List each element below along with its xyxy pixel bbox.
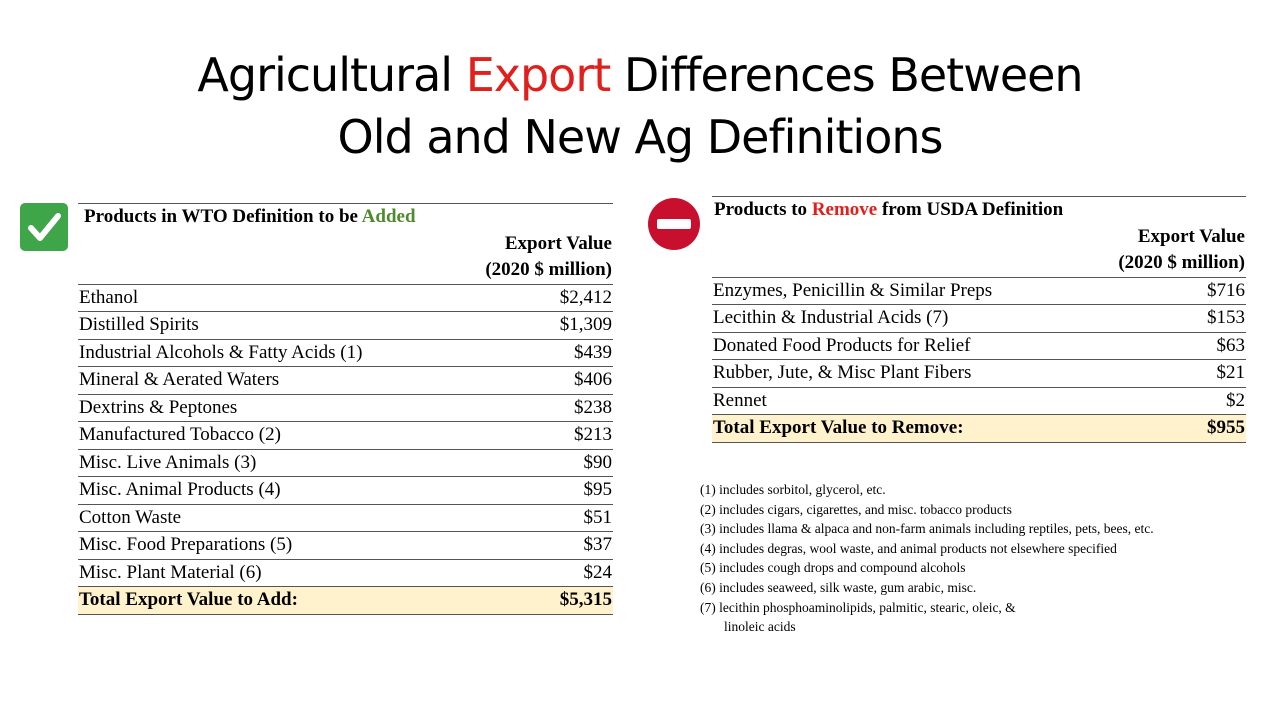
table-row: Ethanol $2,412 xyxy=(78,283,613,312)
no-entry-icon xyxy=(648,198,700,250)
checkmark-glyph xyxy=(28,213,61,241)
product-name: Misc. Plant Material (6) xyxy=(78,558,447,587)
column-header: Export Value xyxy=(1137,225,1245,247)
export-value: $90 xyxy=(446,448,613,477)
column-header-unit: (2020 $ million) xyxy=(485,259,612,281)
footnote: (2) includes cigars, cigarettes, and mis… xyxy=(700,501,1012,517)
table-row: Manufactured Tobacco (2) $213 xyxy=(78,421,613,449)
export-value: $238 xyxy=(446,393,613,422)
table-row: Misc. Food Preparations (5) $37 xyxy=(78,531,613,559)
footnote-continuation: linoleic acids xyxy=(724,619,796,635)
table-row: Donated Food Products for Relief $63 xyxy=(712,331,1246,360)
table-row: Misc. Animal Products (4) $95 xyxy=(78,476,613,504)
product-name: Distilled Spirits xyxy=(78,311,447,339)
table-row: Lecithin & Industrial Acids (7) $153 xyxy=(712,304,1246,332)
total-value: $955 xyxy=(1078,414,1246,443)
column-header: Export Value xyxy=(504,232,612,254)
footnote: (7) lecithin phosphoaminolipids, palmiti… xyxy=(700,599,1016,615)
checkmark-icon xyxy=(20,203,68,251)
product-name: Mineral & Aerated Waters xyxy=(78,366,447,394)
export-value: $21 xyxy=(1078,359,1246,387)
export-value: $716 xyxy=(1078,276,1246,305)
table-row: Rennet $2 xyxy=(712,386,1246,415)
footnote: (3) includes llama & alpaca and non-farm… xyxy=(700,521,1154,537)
total-label: Total Export Value to Add: xyxy=(78,586,447,615)
footnote: (4) includes degras, wool waste, and ani… xyxy=(700,540,1117,556)
footnotes: (1) includes sorbitol, glycerol, etc. (2)… xyxy=(700,480,1154,637)
product-name: Dextrins & Peptones xyxy=(78,393,447,422)
export-value: $406 xyxy=(446,366,613,394)
table-row: Distilled Spirits $1,309 xyxy=(78,311,613,339)
total-row: Total Export Value to Remove: $955 xyxy=(712,414,1246,443)
table-row: Enzymes, Penicillin & Similar Preps $716 xyxy=(712,276,1246,305)
export-value: $153 xyxy=(1078,304,1246,332)
export-value: $213 xyxy=(446,421,613,449)
remove-table-heading: Products to Remove from USDA Definition xyxy=(712,196,1246,224)
footnote: (5) includes cough drops and compound al… xyxy=(700,560,966,576)
export-value: $24 xyxy=(446,558,613,587)
total-label: Total Export Value to Remove: xyxy=(712,414,1079,443)
product-name: Donated Food Products for Relief xyxy=(712,331,1079,360)
table-row: Misc. Live Animals (3) $90 xyxy=(78,448,613,477)
heading-text: Products in WTO Definition to be xyxy=(84,206,362,228)
title-text: Differences Between xyxy=(610,48,1084,102)
title-highlight: Export xyxy=(465,48,612,102)
heading-text: from USDA Definition xyxy=(877,199,1064,221)
added-products-table: Products in WTO Definition to be Added E… xyxy=(78,203,613,615)
slide-title: Agricultural Export Differences Between … xyxy=(0,44,1280,168)
total-row: Total Export Value to Add: $5,315 xyxy=(78,586,613,615)
product-name: Cotton Waste xyxy=(78,503,447,532)
added-table-heading: Products in WTO Definition to be Added xyxy=(78,203,613,231)
table-row: Misc. Plant Material (6) $24 xyxy=(78,558,613,587)
table-row: Cotton Waste $51 xyxy=(78,503,613,532)
export-value: $1,309 xyxy=(446,311,613,339)
export-value: $2,412 xyxy=(446,283,613,312)
table-row: Dextrins & Peptones $238 xyxy=(78,393,613,422)
product-name: Misc. Live Animals (3) xyxy=(78,448,447,477)
export-value: $95 xyxy=(446,476,613,504)
title-text: Agricultural xyxy=(197,48,466,102)
export-value: $51 xyxy=(446,503,613,532)
product-name: Misc. Food Preparations (5) xyxy=(78,531,447,559)
heading-text: Products to xyxy=(714,199,812,221)
product-name: Misc. Animal Products (4) xyxy=(78,476,447,504)
table-row: Mineral & Aerated Waters $406 xyxy=(78,366,613,394)
footnote: (6) includes seaweed, silk waste, gum ar… xyxy=(700,579,977,595)
total-value: $5,315 xyxy=(446,586,613,615)
product-name: Rennet xyxy=(712,386,1079,415)
footnote: (1) includes sorbitol, glycerol, etc. xyxy=(700,482,886,497)
table-row: Industrial Alcohols & Fatty Acids (1) $43… xyxy=(78,338,613,367)
export-value: $63 xyxy=(1078,331,1246,360)
product-name: Manufactured Tobacco (2) xyxy=(78,421,447,449)
column-header-unit: (2020 $ million) xyxy=(1118,252,1245,274)
export-value: $37 xyxy=(446,531,613,559)
remove-highlight: Remove xyxy=(811,199,878,221)
export-value: $2 xyxy=(1078,386,1246,415)
removed-products-table: Products to Remove from USDA Definition … xyxy=(712,196,1246,443)
product-name: Rubber, Jute, & Misc Plant Fibers xyxy=(712,359,1079,387)
table-row: Rubber, Jute, & Misc Plant Fibers $21 xyxy=(712,359,1246,387)
title-line-1: Agricultural Export Differences Between xyxy=(0,44,1280,106)
added-highlight: Added xyxy=(361,206,416,228)
title-line-2: Old and New Ag Definitions xyxy=(337,110,944,164)
product-name: Lecithin & Industrial Acids (7) xyxy=(712,304,1079,332)
product-name: Enzymes, Penicillin & Similar Preps xyxy=(712,276,1079,305)
product-name: Industrial Alcohols & Fatty Acids (1) xyxy=(78,338,447,367)
product-name: Ethanol xyxy=(78,283,447,312)
export-value: $439 xyxy=(446,338,613,367)
